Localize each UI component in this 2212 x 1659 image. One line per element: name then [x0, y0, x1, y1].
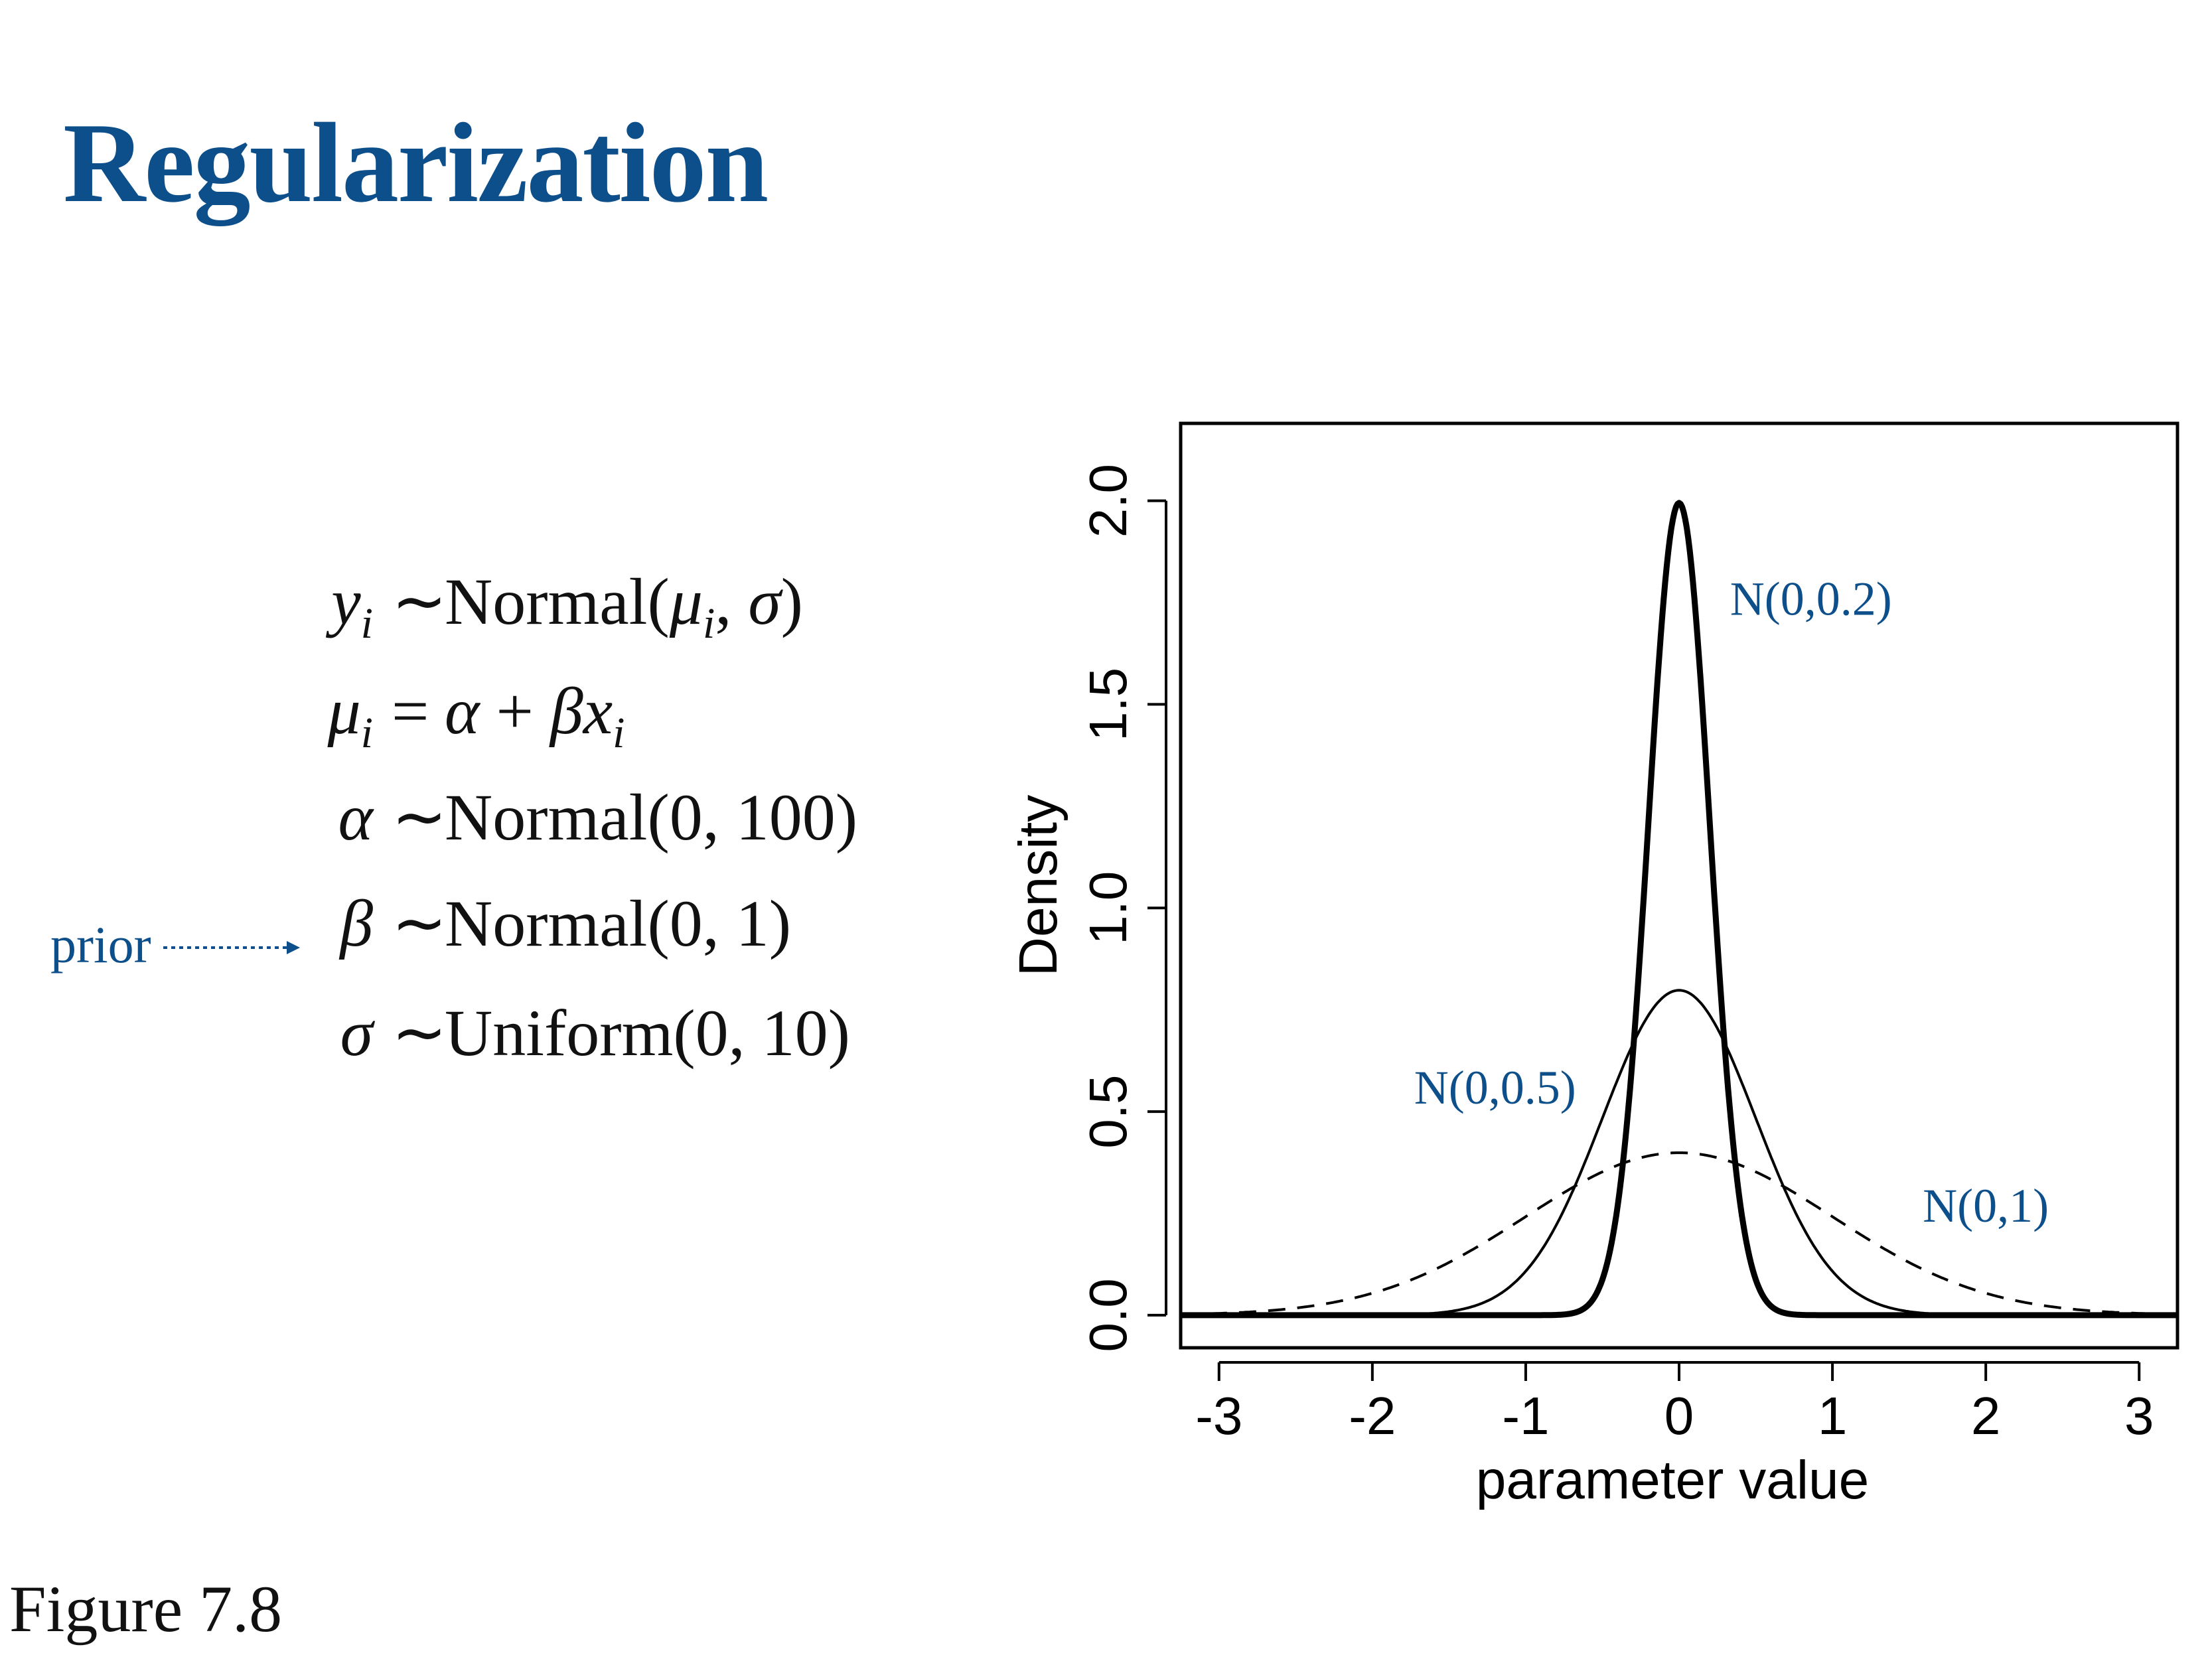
equation-lhs: μi — [327, 674, 373, 757]
equation-lhs: β — [340, 887, 373, 960]
x-tick-label: 0 — [1664, 1386, 1694, 1445]
y-tick-label: 0.5 — [1078, 1074, 1138, 1148]
equation-relation: = — [392, 674, 429, 748]
figure-caption: Figure 7.8 — [9, 1572, 283, 1646]
x-axis-title: parameter value — [1476, 1450, 1870, 1510]
equation-rhs: Normal(0, 100) — [445, 780, 858, 854]
series-curve — [1180, 1151, 2178, 1316]
x-tick-label: 1 — [1818, 1386, 1848, 1445]
y-tick-label: 1.5 — [1078, 668, 1138, 741]
x-tick-label: 2 — [1971, 1386, 2001, 1445]
x-tick-label: -2 — [1349, 1386, 1396, 1445]
y-tick-label: 2.0 — [1078, 464, 1138, 538]
equation-lhs: σ — [340, 996, 373, 1070]
y-tick-label: 0.0 — [1078, 1278, 1138, 1352]
equation-relation: ∼ — [392, 565, 447, 638]
series-label: N(0,1) — [1923, 1179, 2049, 1232]
equation-rhs: Normal(μi, σ) — [445, 565, 803, 648]
slide-title: Regularization — [63, 100, 769, 226]
series-curve — [1181, 989, 2177, 1317]
series-label: N(0,0.5) — [1414, 1061, 1576, 1114]
x-tick-label: -1 — [1502, 1386, 1549, 1445]
equation-lhs: yi — [331, 565, 373, 648]
equation-row: yi ∼ Normal(μi, σ) — [0, 565, 995, 646]
equation-lhs: α — [338, 780, 374, 854]
equation-row: μi = α + βxi — [0, 674, 995, 755]
equation-rhs: α + βxi — [445, 674, 625, 757]
plot-frame — [1179, 421, 2179, 1350]
equation-relation: ∼ — [392, 780, 447, 854]
equation-row: σ ∼ Uniform(0, 10) — [0, 1000, 995, 1073]
x-tick-label: -3 — [1195, 1386, 1242, 1445]
series-label: N(0,0.2) — [1730, 572, 1892, 625]
equation-rhs: Uniform(0, 10) — [445, 996, 850, 1070]
equation-relation: ∼ — [392, 996, 447, 1070]
equation-row: α ∼ Normal(0, 100) — [0, 784, 995, 857]
y-tick-label: 1.0 — [1078, 871, 1138, 945]
x-tick-label: 3 — [2124, 1386, 2154, 1445]
equation-rhs: Normal(0, 1) — [445, 887, 792, 960]
model-equations: yi ∼ Normal(μi, σ) μi = α + βxi α ∼ Normal(0, 10… — [0, 0, 995, 1194]
y-axis-title: Density — [1008, 795, 1069, 976]
equation-relation: ∼ — [392, 887, 447, 960]
equation-row: β ∼ Normal(0, 1) — [0, 891, 995, 964]
prior-label: prior — [50, 916, 151, 974]
